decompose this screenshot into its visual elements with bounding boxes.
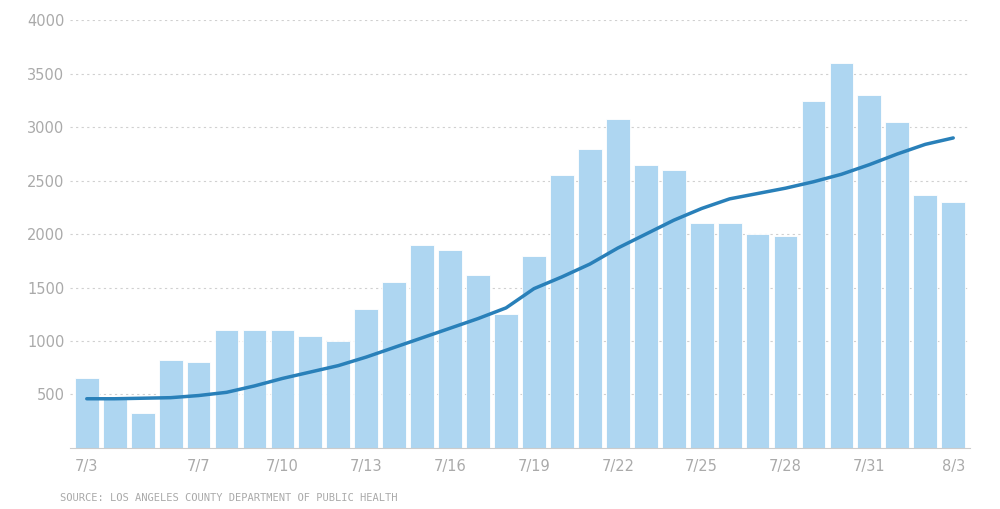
Bar (466, 275, 490, 448)
Bar (326, 341, 350, 448)
Bar (885, 122, 909, 448)
Bar (718, 223, 742, 448)
Text: SOURCE: LOS ANGELES COUNTY DEPARTMENT OF PUBLIC HEALTH: SOURCE: LOS ANGELES COUNTY DEPARTMENT OF… (60, 493, 398, 503)
Bar (774, 236, 797, 448)
Bar (634, 165, 658, 448)
Bar (75, 379, 99, 448)
Bar (103, 399, 127, 448)
Bar (690, 223, 714, 448)
Bar (522, 256, 546, 448)
Bar (410, 245, 434, 448)
Bar (243, 330, 266, 448)
Bar (187, 362, 210, 448)
Bar (382, 282, 406, 448)
Bar (746, 234, 769, 448)
Bar (494, 315, 518, 448)
Bar (802, 101, 825, 448)
Bar (438, 250, 462, 448)
Bar (830, 63, 853, 448)
Bar (857, 95, 881, 448)
Bar (550, 175, 574, 448)
Bar (271, 330, 294, 448)
Bar (215, 330, 238, 448)
Bar (941, 202, 965, 448)
Bar (131, 413, 155, 448)
Bar (298, 336, 322, 448)
Bar (354, 309, 378, 448)
Bar (159, 360, 182, 448)
Bar (913, 194, 937, 448)
Bar (662, 170, 686, 448)
Bar (578, 149, 602, 448)
Bar (606, 119, 630, 448)
